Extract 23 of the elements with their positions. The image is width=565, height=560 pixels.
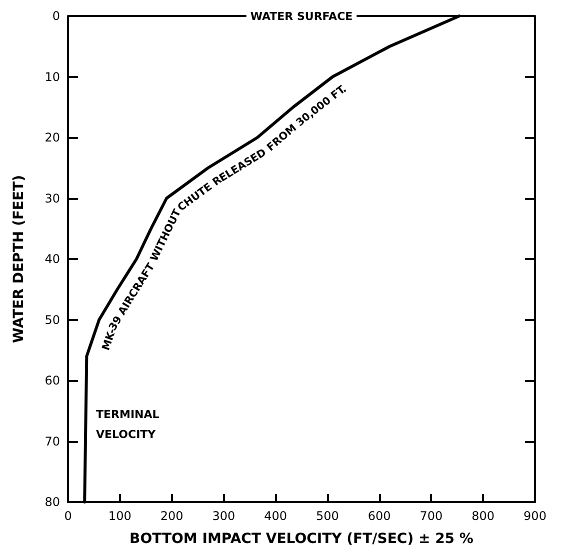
- x-tick-label: 800: [472, 509, 495, 523]
- x-tick-label: 500: [316, 509, 339, 523]
- y-tick-label: 30: [44, 191, 60, 206]
- x-tick-label: 200: [160, 509, 184, 523]
- x-tick-label: 0: [64, 509, 72, 523]
- annotation: TERMINAL VELOCITY: [96, 406, 160, 443]
- x-tick-label: 700: [420, 509, 443, 523]
- y-tick-label: 60: [44, 374, 60, 388]
- y-tick-label: 80: [44, 495, 60, 509]
- y-tick-label: 20: [44, 130, 60, 144]
- x-tick-label: 900: [524, 509, 546, 523]
- y-axis-title: WATER DEPTH (FEET): [11, 175, 27, 343]
- ref-line-label: WATER SURFACE: [250, 10, 353, 23]
- y-tick-label: 0: [52, 9, 60, 23]
- y-tick-label: 40: [44, 252, 60, 266]
- x-axis-title: BOTTOM IMPACT VELOCITY (FT/SEC) ± 25 %: [130, 531, 474, 547]
- x-tick-label: 600: [368, 509, 391, 523]
- x-tick-label: 100: [108, 509, 132, 523]
- y-tick-label: 50: [44, 312, 60, 327]
- x-tick-label: 300: [212, 509, 236, 523]
- y-tick-label: 10: [44, 70, 60, 84]
- y-tick-label: 70: [44, 434, 60, 448]
- x-tick-label: 400: [264, 509, 288, 523]
